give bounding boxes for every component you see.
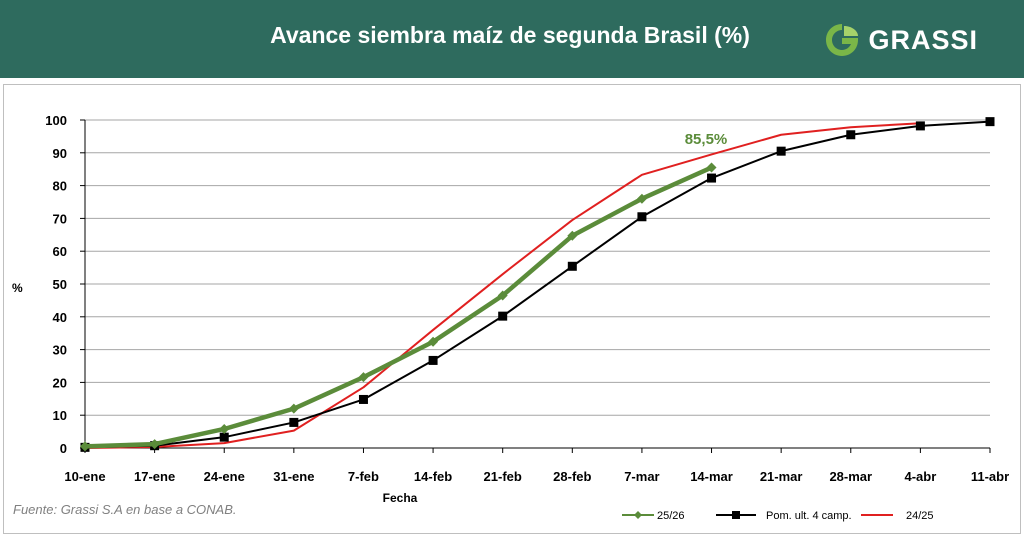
legend-label-0: 25/26 bbox=[657, 510, 685, 522]
brand-logo: GRASSI bbox=[824, 20, 978, 60]
source-note: Fuente: Grassi S.A en base a CONAB. bbox=[13, 502, 237, 517]
legend-label-1: Pom. ult. 4 camp. bbox=[766, 510, 852, 522]
y-tick-label-60: 60 bbox=[53, 244, 67, 259]
x-tick-label-7-mar: 7-mar bbox=[624, 469, 659, 484]
marker-square-7 bbox=[567, 261, 577, 271]
marker-diamond-5 bbox=[428, 336, 439, 347]
legend-marker-0 bbox=[634, 511, 642, 519]
marker-diamond-9 bbox=[706, 162, 717, 173]
x-tick-label-10-ene: 10-ene bbox=[64, 469, 105, 484]
x-tick-label-21-mar: 21-mar bbox=[760, 469, 803, 484]
legend-marker-1 bbox=[732, 511, 740, 519]
annotation-label: 85,5% bbox=[685, 131, 728, 148]
y-tick-label-40: 40 bbox=[53, 310, 67, 325]
leaf-logo-icon bbox=[826, 24, 859, 56]
series-line-25/26 bbox=[82, 165, 714, 449]
brand-name: GRASSI bbox=[868, 24, 978, 55]
x-tick-label-21-feb: 21-feb bbox=[484, 469, 522, 484]
x-tick-label-28-feb: 28-feb bbox=[553, 469, 591, 484]
y-tick-label-80: 80 bbox=[53, 179, 67, 194]
series-line-Pom. ult. 4 camp. bbox=[84, 120, 991, 449]
marker-diamond-2 bbox=[219, 423, 230, 434]
marker-diamond-0 bbox=[80, 441, 90, 452]
y-axis-ticks: 0 10 20 30 40 50 60 70 80 90 100 bbox=[45, 113, 85, 456]
axes bbox=[84, 120, 990, 449]
legend: 25/26 Pom. ult. 4 camp. 24/25 bbox=[622, 510, 934, 522]
y-axis-label: % bbox=[12, 281, 23, 295]
series-lines bbox=[80, 117, 995, 452]
marker-diamond-8 bbox=[636, 193, 647, 204]
y-tick-label-10: 10 bbox=[53, 408, 67, 423]
marker-square-13 bbox=[985, 117, 995, 127]
x-tick-label-17-ene: 17-ene bbox=[134, 469, 175, 484]
y-tick-label-50: 50 bbox=[53, 277, 67, 292]
marker-square-9 bbox=[707, 173, 717, 183]
legend-label-2: 24/25 bbox=[906, 510, 934, 522]
y-tick-label-30: 30 bbox=[53, 343, 67, 358]
x-axis-label: Fecha bbox=[383, 491, 418, 505]
y-tick-label-100: 100 bbox=[45, 113, 67, 128]
x-tick-label-4-abr: 4-abr bbox=[904, 469, 936, 484]
marker-square-11 bbox=[846, 130, 856, 140]
marker-square-6 bbox=[498, 311, 508, 321]
y-tick-label-90: 90 bbox=[53, 146, 67, 161]
marker-diamond-3 bbox=[288, 403, 299, 414]
x-tick-label-28-mar: 28-mar bbox=[829, 469, 872, 484]
marker-square-3 bbox=[289, 417, 299, 427]
marker-diamond-6 bbox=[497, 290, 508, 301]
gridlines bbox=[85, 119, 990, 416]
y-tick-label-70: 70 bbox=[53, 211, 67, 226]
marker-diamond-4 bbox=[358, 372, 369, 383]
y-tick-label-0: 0 bbox=[60, 441, 67, 456]
marker-diamond-1 bbox=[149, 439, 160, 450]
y-tick-label-20: 20 bbox=[53, 375, 67, 390]
x-tick-label-11-abr: 11-abr bbox=[971, 469, 1009, 484]
marker-square-10 bbox=[776, 146, 786, 156]
x-tick-label-14-feb: 14-feb bbox=[414, 469, 452, 484]
marker-square-5 bbox=[428, 355, 438, 365]
x-tick-label-24-ene: 24-ene bbox=[204, 469, 245, 484]
chart-title: Avance siembra maíz de segunda Brasil (%… bbox=[270, 22, 750, 48]
marker-square-4 bbox=[358, 394, 368, 404]
marker-diamond-7 bbox=[567, 230, 578, 241]
marker-square-12 bbox=[915, 121, 925, 131]
x-tick-label-14-mar: 14-mar bbox=[690, 469, 733, 484]
x-axis-ticks: 10-ene 17-ene 24-ene 31-ene 7-feb 14-feb 21-fe… bbox=[64, 448, 1009, 484]
x-tick-label-31-ene: 31-ene bbox=[273, 469, 314, 484]
marker-square-8 bbox=[637, 212, 647, 222]
series-line-24/25 bbox=[84, 122, 922, 449]
x-tick-label-7-feb: 7-feb bbox=[348, 469, 379, 484]
marker-square-2 bbox=[219, 432, 229, 442]
header-bar: Avance siembra maíz de segunda Brasil (%… bbox=[0, 0, 1024, 78]
